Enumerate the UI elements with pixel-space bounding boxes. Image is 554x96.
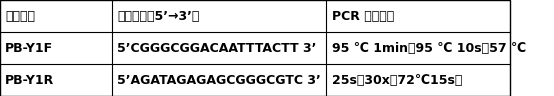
Text: 引物名称: 引物名称 (5, 10, 35, 22)
Text: PB-Y1F: PB-Y1F (5, 41, 53, 55)
Text: 5’CGGGCGGACAATTTACTT 3’: 5’CGGGCGGACAATTTACTT 3’ (117, 41, 317, 55)
Text: 95 ℃ 1min，95 ℃ 10s，57 ℃: 95 ℃ 1min，95 ℃ 10s，57 ℃ (332, 41, 526, 55)
Text: 引物序列（5’→3’）: 引物序列（5’→3’） (117, 10, 199, 22)
Text: 25s，30x，72℃15s。: 25s，30x，72℃15s。 (332, 74, 462, 86)
Text: PB-Y1R: PB-Y1R (5, 74, 54, 86)
Text: PCR 反应条件: PCR 反应条件 (332, 10, 394, 22)
Text: 5’AGATAGAGAGCGGGCGTC 3’: 5’AGATAGAGAGCGGGCGTC 3’ (117, 74, 321, 86)
